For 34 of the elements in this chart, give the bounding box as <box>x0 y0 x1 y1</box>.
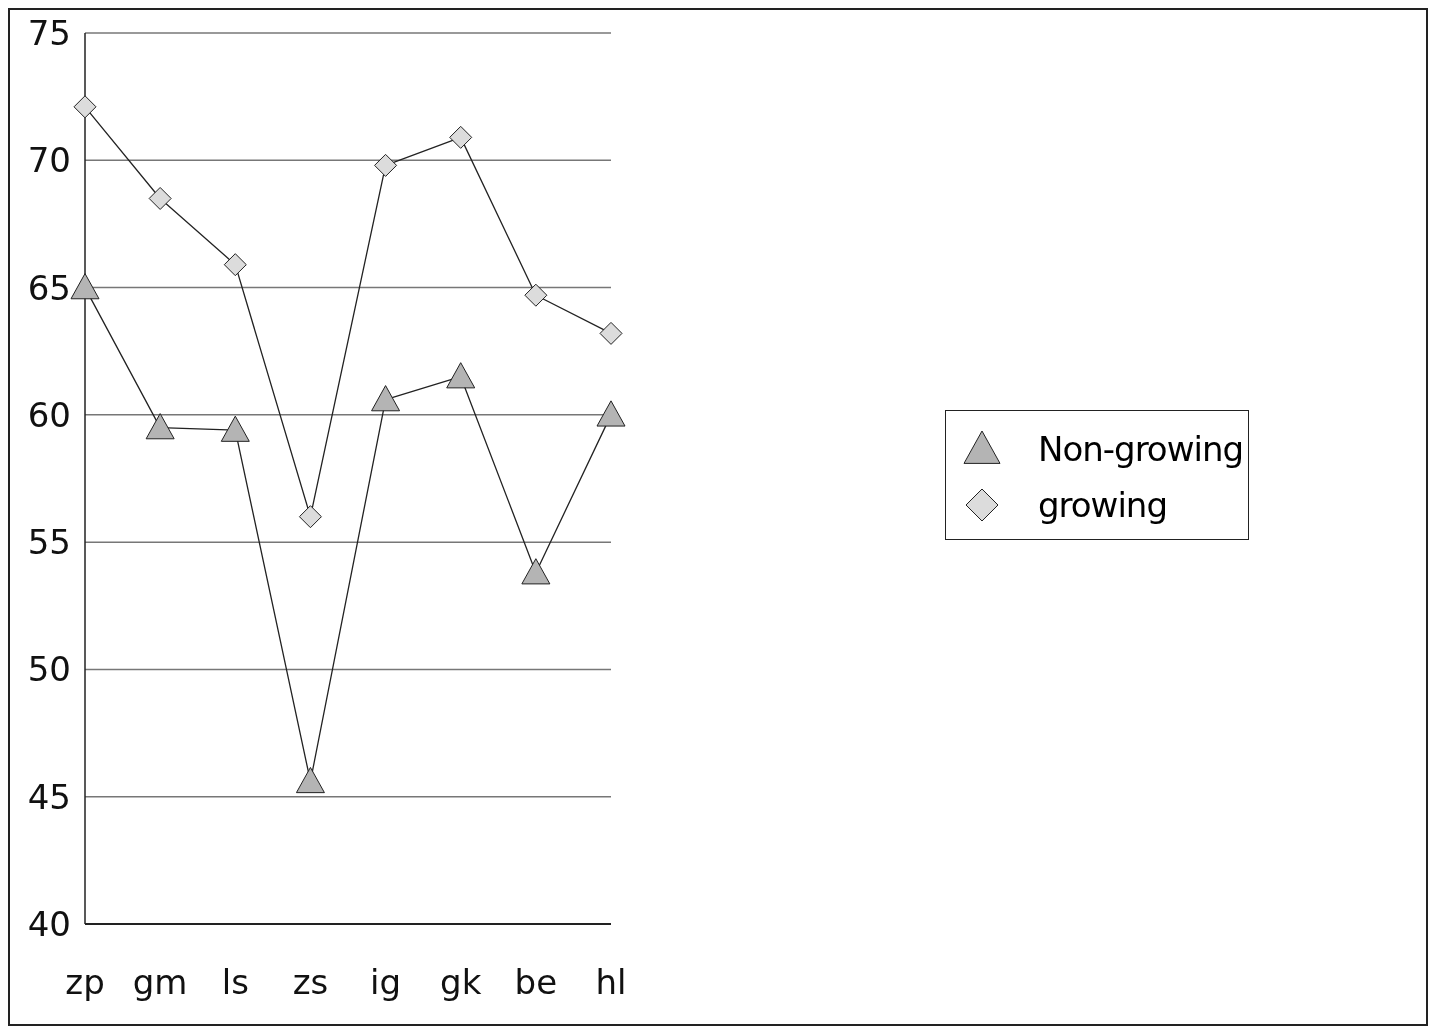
point <box>220 415 250 442</box>
point <box>521 558 551 585</box>
point <box>298 505 322 529</box>
point <box>295 766 325 794</box>
point <box>145 413 175 440</box>
legend-label: growing <box>1038 485 1167 525</box>
point <box>223 253 247 277</box>
point <box>524 283 548 307</box>
x-tick-label: be <box>514 962 558 1003</box>
y-tick-label: 70 <box>27 140 71 181</box>
point <box>449 125 473 149</box>
x-tick-label: ig <box>370 962 402 1003</box>
y-tick-label: 45 <box>27 776 71 817</box>
x-tick-label: gm <box>132 962 188 1003</box>
point <box>446 362 476 389</box>
y-tick-label: 60 <box>27 394 71 435</box>
point <box>148 186 172 210</box>
y-tick-label: 55 <box>27 522 71 563</box>
point <box>73 95 97 119</box>
point <box>599 321 623 345</box>
point <box>374 153 398 177</box>
y-tick-label: 65 <box>27 267 71 308</box>
y-tick-label: 40 <box>27 904 71 945</box>
point <box>70 273 100 300</box>
y-tick-label: 75 <box>27 13 71 54</box>
point <box>371 385 401 412</box>
x-tick-label: hl <box>595 962 627 1003</box>
x-tick-label: zp <box>65 962 105 1003</box>
legend-label: Non-growing <box>1038 429 1244 469</box>
x-tick-label: zs <box>292 962 329 1003</box>
x-tick-label: gk <box>440 962 482 1003</box>
x-tick-label: ls <box>221 962 249 1003</box>
point <box>596 400 626 427</box>
y-tick-label: 50 <box>27 649 71 690</box>
